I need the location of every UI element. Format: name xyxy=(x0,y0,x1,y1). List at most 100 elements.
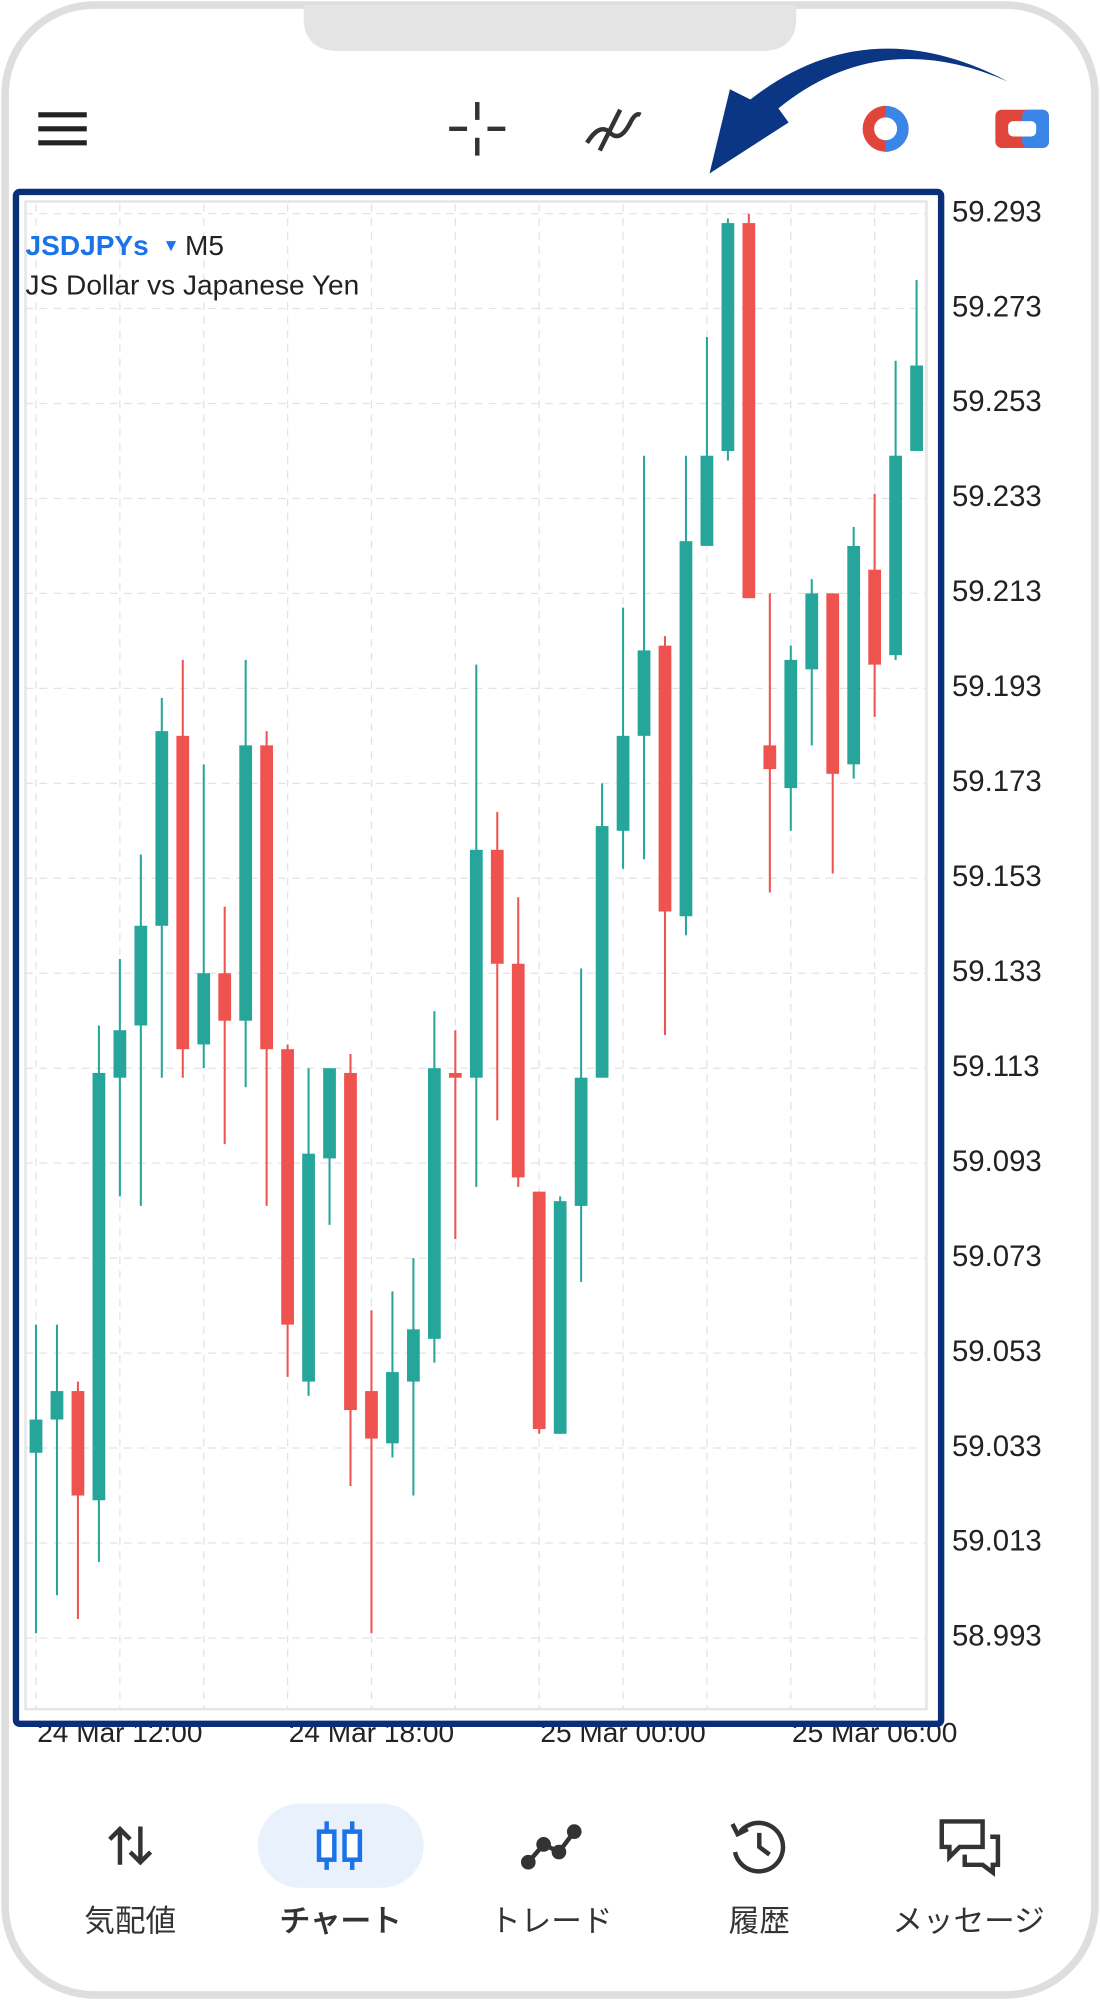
icon-dot xyxy=(520,1854,536,1870)
candle-body xyxy=(721,223,735,451)
icon-shape xyxy=(1008,121,1037,137)
candle-body xyxy=(218,973,232,1021)
trade-panel-icon[interactable] xyxy=(995,109,1049,148)
y-tick-label: 59.253 xyxy=(952,385,1042,418)
y-tick-label: 59.033 xyxy=(952,1430,1042,1463)
plot-border xyxy=(24,200,928,1711)
candle-body xyxy=(427,1068,441,1339)
y-tick-label: 59.233 xyxy=(952,480,1042,513)
highlight-frame xyxy=(12,188,945,1728)
candle-body xyxy=(658,645,672,912)
icon-stroke xyxy=(108,1825,132,1865)
candle-body xyxy=(50,1391,64,1420)
candle-body xyxy=(826,593,840,774)
indicator-icon[interactable] xyxy=(585,108,642,152)
y-tick-label: 58.993 xyxy=(952,1620,1042,1653)
candle-body xyxy=(155,731,169,926)
candle-body xyxy=(595,826,609,1078)
candle-body xyxy=(448,1072,462,1078)
candle-body xyxy=(365,1391,378,1439)
candle-body xyxy=(92,1072,106,1501)
candle-body xyxy=(889,455,903,656)
candle-body xyxy=(71,1391,85,1496)
nav-label[interactable]: トレード xyxy=(490,1905,612,1939)
candle-body xyxy=(637,650,651,736)
candle-body xyxy=(511,963,525,1178)
candle-body xyxy=(113,1030,127,1078)
candle-body xyxy=(302,1153,315,1382)
icon-stroke xyxy=(730,1822,749,1838)
nav-label[interactable]: チャート xyxy=(280,1905,402,1939)
candle-body xyxy=(29,1419,43,1453)
crosshair-icon[interactable] xyxy=(449,102,506,156)
y-tick-label: 59.193 xyxy=(952,670,1042,703)
y-axis: 58.993 59.013 59.033 59.053 59.073 59.093 59.1… xyxy=(952,195,1042,1652)
y-tick-label: 59.073 xyxy=(952,1240,1042,1273)
y-tick-label: 59.053 xyxy=(952,1335,1042,1368)
icon-stroke xyxy=(732,1820,786,1874)
icon-stroke xyxy=(939,1819,985,1863)
one-click-icon[interactable] xyxy=(862,105,909,152)
y-tick-label: 59.213 xyxy=(952,575,1042,608)
candle-body xyxy=(469,849,483,1078)
history-icon[interactable] xyxy=(730,1820,786,1874)
quotes-icon[interactable] xyxy=(108,1825,153,1866)
candle-body xyxy=(176,735,190,1050)
icon-stroke xyxy=(128,1826,153,1866)
candle-body xyxy=(616,735,630,831)
candle-body xyxy=(679,541,693,917)
chart-subtitle: JS Dollar vs Japanese Yen xyxy=(26,269,360,300)
timeframe[interactable]: M5 xyxy=(185,230,224,261)
trade-icon[interactable] xyxy=(520,1824,582,1870)
messages-icon[interactable] xyxy=(939,1819,1001,1877)
chart-tab-icon[interactable] xyxy=(316,1821,363,1870)
candle-body xyxy=(847,545,861,765)
nav-label[interactable]: メッセージ xyxy=(892,1905,1044,1939)
annotation-arrow xyxy=(709,48,1009,174)
candle-body xyxy=(407,1329,420,1382)
icon-dot xyxy=(551,1844,567,1860)
candle-body xyxy=(763,745,777,770)
y-tick-label: 59.293 xyxy=(952,195,1042,228)
y-tick-label: 59.173 xyxy=(952,765,1042,798)
bottom-nav: 気配値 チャート トレード 履歴 メッセージ xyxy=(84,1905,1045,1939)
candle-body xyxy=(805,593,819,670)
candle-body xyxy=(490,849,504,964)
y-tick-label: 59.113 xyxy=(952,1050,1040,1083)
candle-body xyxy=(868,569,882,665)
candle-body xyxy=(197,973,211,1045)
candle-body xyxy=(323,1068,336,1159)
y-tick-label: 59.013 xyxy=(952,1525,1042,1558)
candle-body xyxy=(386,1372,399,1444)
active-tab-pill xyxy=(257,1803,424,1888)
candle-body xyxy=(574,1077,588,1206)
candle-body xyxy=(532,1191,546,1430)
menu-icon[interactable] xyxy=(38,112,87,146)
candle-body xyxy=(553,1201,567,1434)
candle-body xyxy=(700,455,714,546)
candle-body xyxy=(344,1072,357,1411)
y-tick-label: 59.093 xyxy=(952,1145,1042,1178)
candle-body xyxy=(134,925,148,1026)
y-tick-label: 59.133 xyxy=(952,955,1042,988)
icon-stroke xyxy=(757,1832,771,1857)
icon-stroke xyxy=(526,1830,577,1864)
symbol[interactable]: JSDJPYs xyxy=(26,230,149,261)
icon-stroke xyxy=(342,1829,363,1862)
icon-stroke xyxy=(316,1829,337,1862)
candle-body xyxy=(281,1049,294,1325)
icon-dot xyxy=(536,1837,551,1852)
icon-dot xyxy=(566,1824,582,1839)
icon-stroke xyxy=(962,1834,1001,1877)
nav-label[interactable]: 履歴 xyxy=(729,1905,790,1939)
indicator-line xyxy=(597,108,623,152)
indicator-curve xyxy=(585,112,642,145)
icon-shape xyxy=(874,117,898,141)
candle-body xyxy=(742,223,756,599)
candle-body xyxy=(784,659,798,789)
symbol-dropdown[interactable] xyxy=(165,241,177,252)
y-tick-label: 59.273 xyxy=(952,290,1042,323)
nav-label[interactable]: 気配値 xyxy=(84,1905,176,1939)
